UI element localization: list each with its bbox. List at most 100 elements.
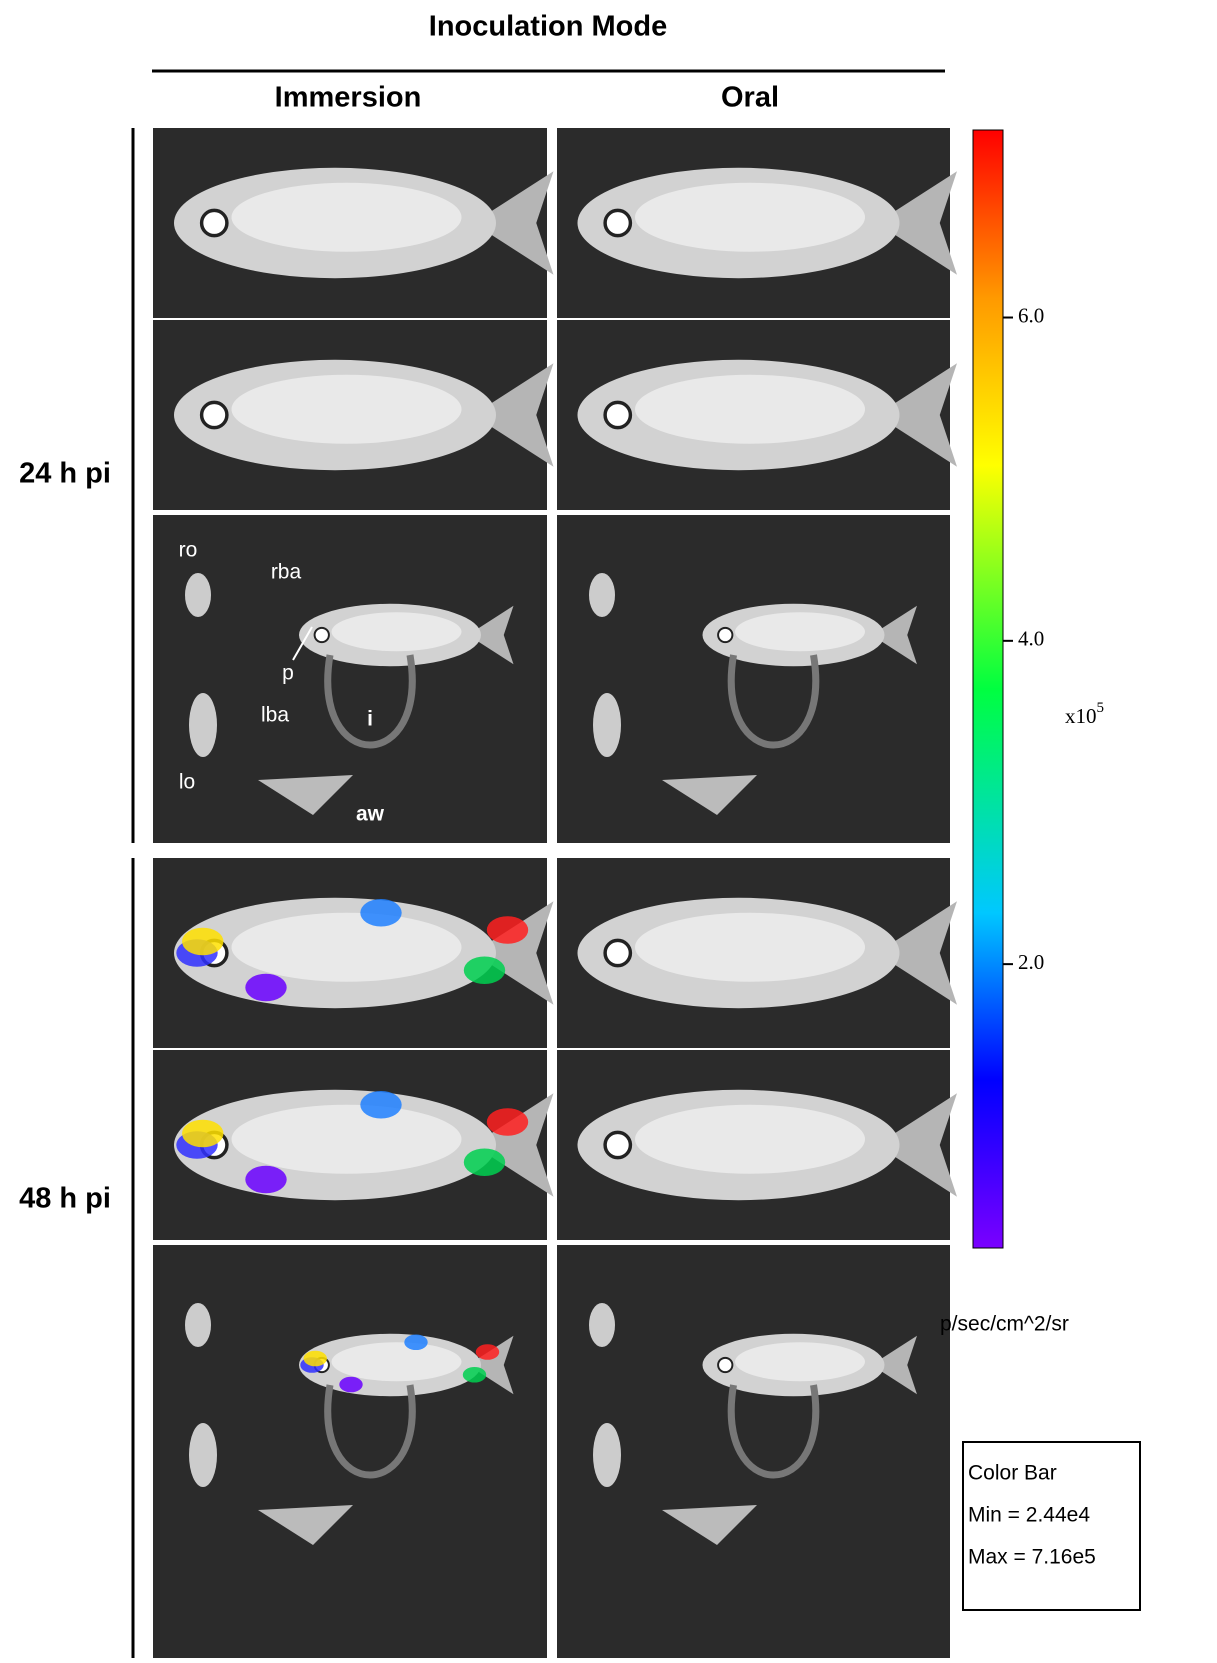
fish-tail: [871, 1335, 917, 1395]
fish-scales: [231, 374, 462, 444]
image-panels: [153, 128, 957, 1658]
fish-tail: [876, 363, 957, 467]
organ: [185, 573, 211, 617]
fish-eye: [313, 626, 330, 644]
luminescence: [360, 898, 402, 927]
fish: [702, 603, 917, 667]
fish: [174, 167, 554, 279]
organ: [662, 775, 757, 815]
fish-scales: [635, 1104, 865, 1174]
fish-scales: [231, 912, 462, 982]
photo-panel: [153, 1245, 547, 1658]
fish-tail: [871, 605, 917, 665]
fish-scales: [231, 1104, 462, 1174]
legend-line: Max = 7.16e5: [968, 1546, 1096, 1569]
color-bar: [972, 129, 1004, 1249]
photo-panel: [557, 515, 950, 843]
luminescence: [360, 1090, 402, 1119]
luminescence: [486, 1108, 529, 1136]
luminescence: [463, 956, 506, 985]
fish-scales: [635, 912, 865, 982]
luminescence: [245, 1165, 287, 1194]
scale-exponent: 5: [1097, 700, 1105, 716]
luminescence: [339, 1376, 363, 1393]
fish: [577, 359, 957, 471]
fish-tail: [876, 1093, 957, 1197]
column-header: Immersion: [275, 82, 422, 114]
organ: [589, 573, 615, 617]
annotation: lo: [179, 771, 195, 794]
luminescence: [475, 1344, 500, 1360]
unit-label: p/sec/cm^2/sr: [940, 1313, 1069, 1336]
fish: [174, 359, 554, 471]
intestine: [727, 654, 820, 749]
annotation: i: [367, 708, 373, 731]
organ: [189, 1423, 217, 1487]
photo-panel: [557, 1245, 950, 1658]
fish-tail: [468, 1335, 514, 1395]
fish-tail: [473, 171, 554, 275]
legend-line: Min = 2.44e4: [968, 1504, 1090, 1527]
fish-eye: [199, 208, 229, 238]
organ: [258, 775, 353, 815]
organ: [593, 1423, 621, 1487]
annotation: p: [282, 662, 294, 685]
luminescence: [462, 1366, 487, 1383]
fish-eye: [603, 400, 633, 430]
row-label: 24 h pi: [19, 458, 111, 490]
fish-tail: [468, 605, 514, 665]
luminescence: [463, 1148, 506, 1177]
fish-scales: [635, 374, 865, 444]
fish-tail: [876, 171, 957, 275]
fish: [174, 897, 554, 1009]
fish: [174, 1089, 554, 1201]
fish-tail: [473, 363, 554, 467]
column-header: Oral: [721, 82, 779, 114]
photo-panel: [153, 515, 547, 843]
fish-eye: [603, 208, 633, 238]
fish-scales: [735, 612, 865, 652]
intestine: [324, 1384, 416, 1479]
fish-eye: [603, 938, 633, 968]
fish-tail: [473, 1093, 554, 1197]
organ: [593, 693, 621, 757]
fish: [299, 1333, 514, 1397]
legend-line: Color Bar: [968, 1462, 1057, 1485]
luminescence: [404, 1334, 428, 1351]
intestine: [727, 1384, 820, 1479]
luminescence: [303, 1350, 327, 1367]
annotation: ro: [179, 539, 198, 562]
organ: [258, 1505, 353, 1545]
tick-label: 4.0: [1018, 627, 1044, 651]
annotations: ro rba p lba i lo aw: [179, 539, 385, 826]
organ: [589, 1303, 615, 1347]
legend-box: [962, 1441, 1141, 1611]
intestine: [324, 654, 416, 749]
organ: [189, 693, 217, 757]
fish: [299, 603, 514, 667]
luminescence: [486, 916, 529, 944]
fish-tail: [876, 901, 957, 1005]
fish-scales: [735, 1342, 865, 1382]
fish-eye: [717, 1356, 734, 1374]
fish-scales: [331, 1342, 462, 1382]
luminescence: [245, 973, 287, 1002]
annotation: rba: [271, 561, 302, 584]
fish-tail: [473, 901, 554, 1005]
fish: [577, 1089, 957, 1201]
color-bar-ticks: 6.0 4.0 2.0: [1003, 303, 1044, 974]
row-label: 48 h pi: [19, 1183, 111, 1215]
fish: [577, 167, 957, 279]
annotation: aw: [356, 803, 385, 826]
fish: [577, 897, 957, 1009]
fish: [702, 1333, 917, 1397]
title: Inoculation Mode: [429, 11, 667, 43]
luminescence: [182, 1119, 224, 1148]
fish-eye: [199, 400, 229, 430]
pointer: [292, 626, 313, 661]
fish-eye: [717, 626, 734, 644]
annotation: lba: [261, 704, 289, 727]
fish-eye: [603, 1130, 633, 1160]
scale-factor: x105: [1065, 700, 1104, 727]
